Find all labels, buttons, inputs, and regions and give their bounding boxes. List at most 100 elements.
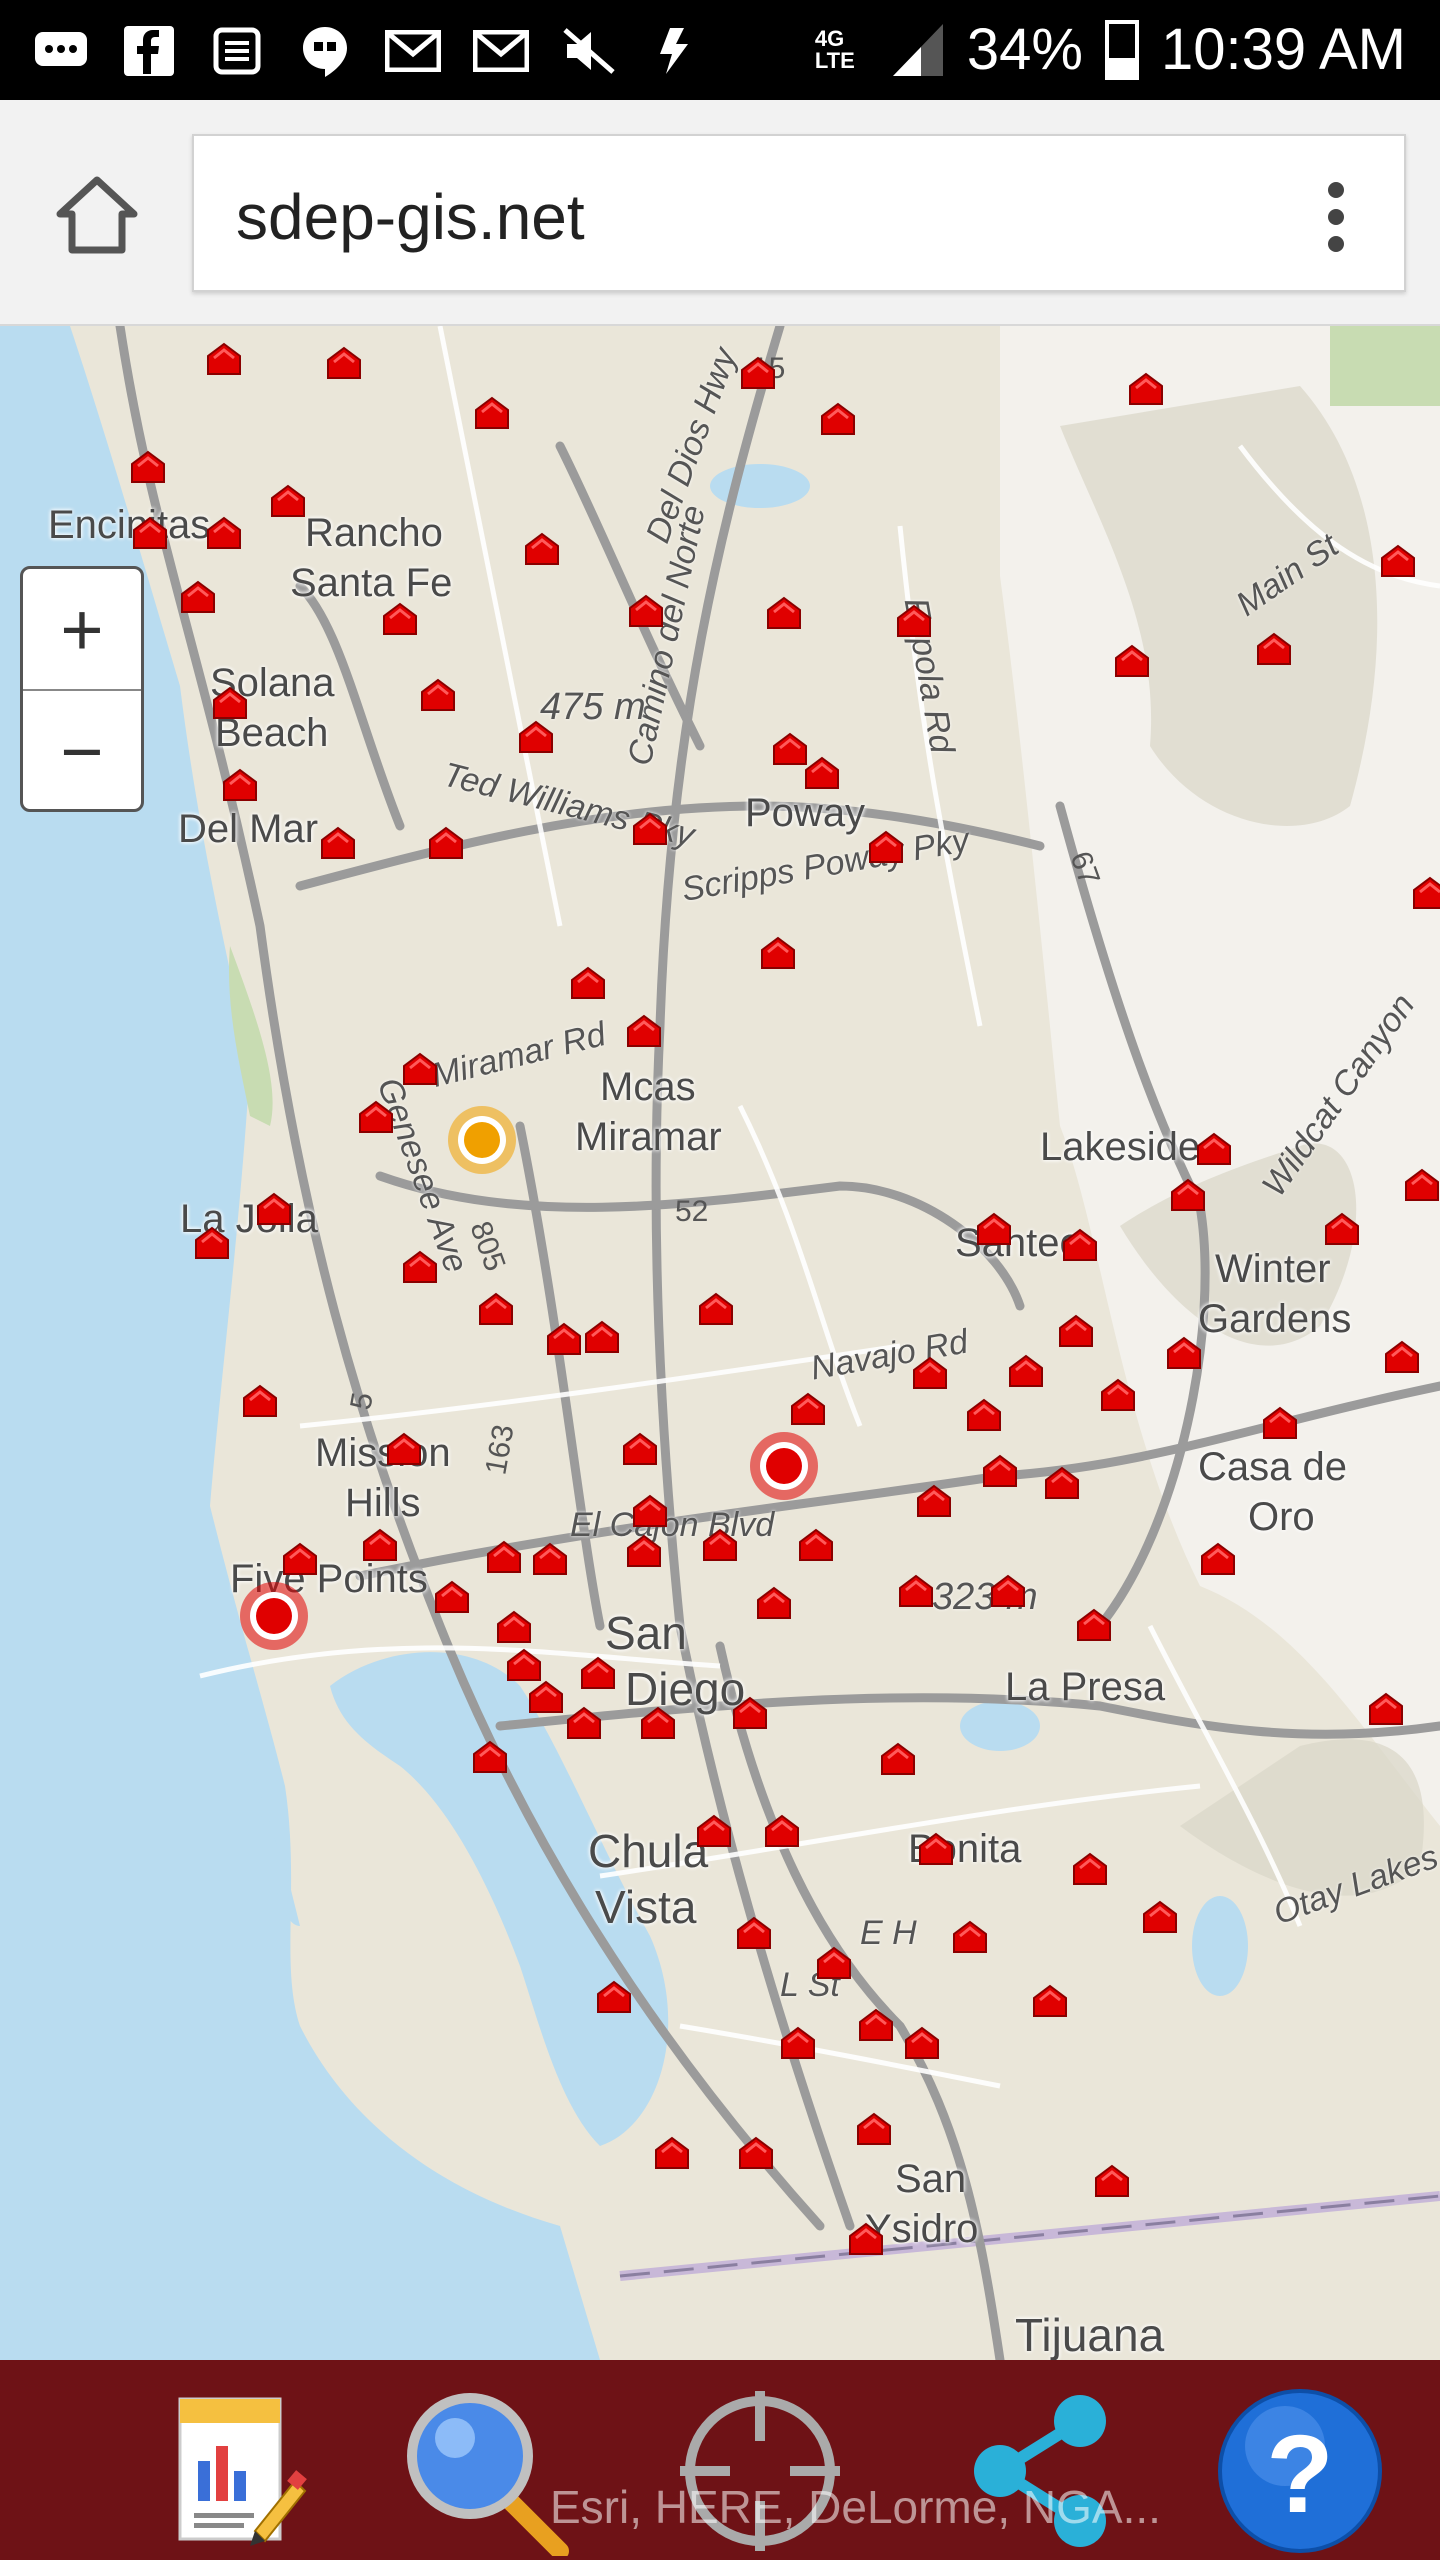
- facility-marker[interactable]: [206, 516, 242, 550]
- facility-marker[interactable]: [566, 1706, 602, 1740]
- facility-marker[interactable]: [1032, 1984, 1068, 2018]
- facility-marker[interactable]: [1058, 1314, 1094, 1348]
- facility-marker[interactable]: [584, 1320, 620, 1354]
- facility-marker[interactable]: [362, 1528, 398, 1562]
- facility-marker[interactable]: [1170, 1178, 1206, 1212]
- facility-marker[interactable]: [628, 594, 664, 628]
- facility-marker[interactable]: [1380, 544, 1416, 578]
- facility-marker[interactable]: [626, 1014, 662, 1048]
- facility-marker[interactable]: [904, 2026, 940, 2060]
- facility-marker[interactable]: [486, 1540, 522, 1574]
- facility-marker[interactable]: [1008, 1354, 1044, 1388]
- facility-marker[interactable]: [982, 1454, 1018, 1488]
- facility-marker[interactable]: [790, 1392, 826, 1426]
- facility-marker[interactable]: [472, 1740, 508, 1774]
- facility-marker[interactable]: [402, 1250, 438, 1284]
- facility-marker[interactable]: [848, 2222, 884, 2256]
- facility-marker[interactable]: [1200, 1542, 1236, 1576]
- facility-marker[interactable]: [626, 1534, 662, 1568]
- facility-marker[interactable]: [1324, 1212, 1360, 1246]
- facility-marker[interactable]: [506, 1648, 542, 1682]
- report-icon[interactable]: [150, 2386, 320, 2556]
- help-icon[interactable]: ?: [1215, 2386, 1385, 2556]
- facility-marker[interactable]: [1094, 2164, 1130, 2198]
- facility-marker[interactable]: [1368, 1692, 1404, 1726]
- facility-marker[interactable]: [632, 1494, 668, 1528]
- facility-marker[interactable]: [420, 678, 456, 712]
- facility-marker[interactable]: [546, 1322, 582, 1356]
- facility-marker[interactable]: [212, 686, 248, 720]
- facility-marker[interactable]: [880, 1742, 916, 1776]
- facility-marker[interactable]: [738, 2136, 774, 2170]
- facility-marker[interactable]: [1062, 1228, 1098, 1262]
- facility-marker[interactable]: [856, 2112, 892, 2146]
- facility-marker[interactable]: [434, 1580, 470, 1614]
- facility-marker[interactable]: [780, 2026, 816, 2060]
- facility-marker[interactable]: [966, 1398, 1002, 1432]
- facility-marker[interactable]: [326, 346, 362, 380]
- facility-marker[interactable]: [428, 826, 464, 860]
- facility-marker[interactable]: [740, 356, 776, 390]
- facility-marker[interactable]: [1128, 372, 1164, 406]
- map-view[interactable]: 15 52 805 163 67 5 Miramar Rd Scripps Po…: [0, 326, 1440, 2360]
- zoom-in-button[interactable]: +: [60, 587, 104, 671]
- facility-marker[interactable]: [256, 1192, 292, 1226]
- facility-marker[interactable]: [496, 1610, 532, 1644]
- facility-marker[interactable]: [898, 1574, 934, 1608]
- facility-marker[interactable]: [702, 1528, 738, 1562]
- search-icon[interactable]: [400, 2386, 570, 2556]
- facility-marker[interactable]: [130, 450, 166, 484]
- facility-marker[interactable]: [916, 1484, 952, 1518]
- facility-marker[interactable]: [760, 936, 796, 970]
- facility-marker[interactable]: [180, 580, 216, 614]
- facility-marker[interactable]: [524, 532, 560, 566]
- facility-marker[interactable]: [816, 1946, 852, 1980]
- facility-marker[interactable]: [1114, 644, 1150, 678]
- facility-marker[interactable]: [270, 484, 306, 518]
- facility-marker[interactable]: [1166, 1336, 1202, 1370]
- facility-marker[interactable]: [798, 1528, 834, 1562]
- facility-marker[interactable]: [698, 1292, 734, 1326]
- facility-marker[interactable]: [528, 1680, 564, 1714]
- home-icon[interactable]: [52, 170, 142, 260]
- facility-marker[interactable]: [402, 1052, 438, 1086]
- alert-marker-orange[interactable]: [446, 1104, 518, 1176]
- facility-marker[interactable]: [1100, 1378, 1136, 1412]
- facility-marker[interactable]: [1412, 876, 1440, 910]
- facility-marker[interactable]: [532, 1542, 568, 1576]
- facility-marker[interactable]: [1384, 1340, 1420, 1374]
- zoom-out-button[interactable]: −: [23, 689, 141, 811]
- facility-marker[interactable]: [1044, 1466, 1080, 1500]
- facility-marker[interactable]: [918, 1832, 954, 1866]
- alert-marker-red[interactable]: [748, 1430, 820, 1502]
- facility-marker[interactable]: [896, 604, 932, 638]
- facility-marker[interactable]: [990, 1574, 1026, 1608]
- facility-marker[interactable]: [868, 830, 904, 864]
- facility-marker[interactable]: [386, 1432, 422, 1466]
- facility-marker[interactable]: [1072, 1852, 1108, 1886]
- facility-marker[interactable]: [580, 1656, 616, 1690]
- facility-marker[interactable]: [732, 1696, 768, 1730]
- facility-marker[interactable]: [194, 1226, 230, 1260]
- facility-marker[interactable]: [320, 826, 356, 860]
- facility-marker[interactable]: [1076, 1608, 1112, 1642]
- facility-marker[interactable]: [242, 1384, 278, 1418]
- facility-marker[interactable]: [382, 602, 418, 636]
- facility-marker[interactable]: [622, 1432, 658, 1466]
- facility-marker[interactable]: [282, 1542, 318, 1576]
- facility-marker[interactable]: [804, 756, 840, 790]
- facility-marker[interactable]: [1196, 1132, 1232, 1166]
- more-vert-icon[interactable]: [1326, 182, 1346, 252]
- facility-marker[interactable]: [912, 1356, 948, 1390]
- facility-marker[interactable]: [756, 1586, 792, 1620]
- share-icon[interactable]: [955, 2386, 1125, 2556]
- facility-marker[interactable]: [358, 1100, 394, 1134]
- facility-marker[interactable]: [632, 812, 668, 846]
- facility-marker[interactable]: [478, 1292, 514, 1326]
- facility-marker[interactable]: [976, 1212, 1012, 1246]
- facility-marker[interactable]: [736, 1916, 772, 1950]
- facility-marker[interactable]: [640, 1706, 676, 1740]
- facility-marker[interactable]: [858, 2008, 894, 2042]
- facility-marker[interactable]: [570, 966, 606, 1000]
- facility-marker[interactable]: [1256, 632, 1292, 666]
